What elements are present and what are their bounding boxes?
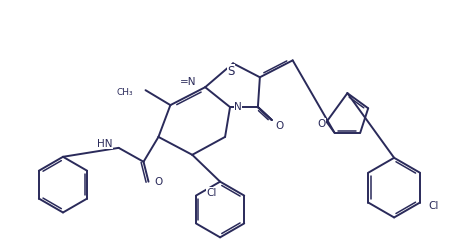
Text: N: N — [234, 102, 242, 112]
Text: CH₃: CH₃ — [117, 88, 134, 97]
Text: =N: =N — [180, 77, 197, 87]
Text: Cl: Cl — [429, 200, 439, 210]
Text: O: O — [154, 177, 163, 187]
Text: O: O — [276, 121, 284, 131]
Text: Cl: Cl — [207, 188, 217, 198]
Text: HN: HN — [97, 139, 113, 149]
Text: S: S — [228, 65, 235, 78]
Text: O: O — [317, 119, 326, 129]
